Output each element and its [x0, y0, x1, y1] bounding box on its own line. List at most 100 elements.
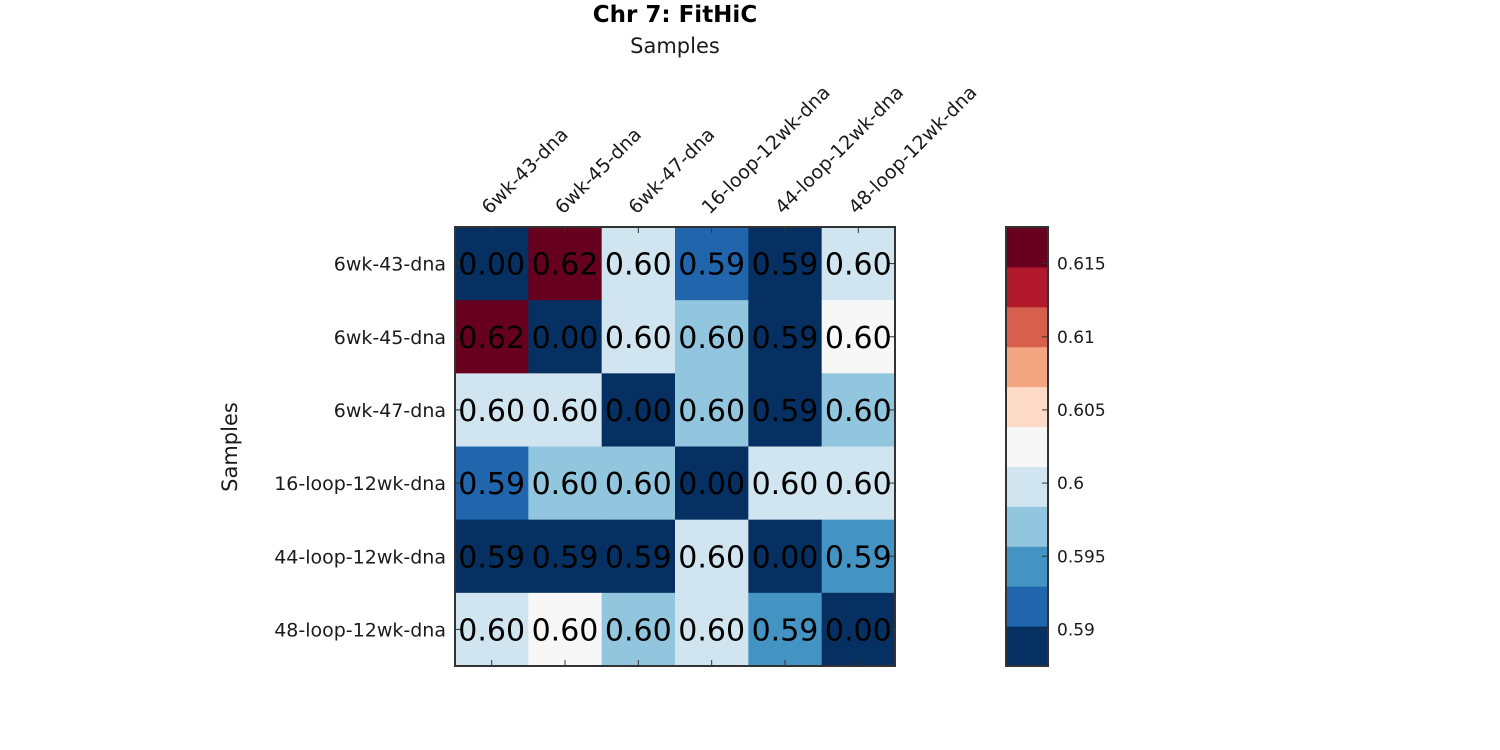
- y-tick-label: 44-loop-12wk-dna: [274, 546, 446, 568]
- heatmap-cell: [748, 592, 823, 667]
- cell-value-label: 0.60: [458, 394, 525, 429]
- colorbar-segment: [1006, 586, 1048, 627]
- cell-value-label: 0.60: [678, 394, 745, 429]
- cell-value-label: 0.60: [458, 613, 525, 648]
- y-tick-labels: 6wk-43-dna 6wk-45-dna 6wk-47-dna 16-loop-12…: [274, 254, 446, 642]
- colorbar-ticks: 0.59 0.595 0.6 0.605 0.61 0.615: [1042, 255, 1106, 640]
- x-axis-label: Samples: [630, 34, 720, 58]
- cell-value-label: 0.00: [605, 394, 672, 429]
- heatmap-cell: [821, 592, 896, 667]
- y-tick-label: 48-loop-12wk-dna: [274, 619, 446, 641]
- cell-value-label: 0.00: [458, 248, 525, 283]
- colorbar-tick-label: 0.605: [1057, 401, 1106, 421]
- colorbar-tick-label: 0.59: [1057, 620, 1095, 640]
- heatmap-cell: [601, 519, 676, 594]
- cell-value-label: 0.00: [532, 321, 599, 356]
- cell-value-label: 0.60: [752, 467, 819, 502]
- cell-value-label: 0.60: [532, 467, 599, 502]
- cell-value-label: 0.62: [458, 321, 525, 356]
- heatmap-cell: [455, 227, 529, 301]
- colorbar-segment: [1006, 466, 1048, 507]
- colorbar-tick-label: 0.6: [1057, 474, 1084, 494]
- cell-value-label: 0.60: [825, 467, 892, 502]
- heatmap-cell: [821, 519, 896, 594]
- colorbar: [1006, 227, 1048, 667]
- heatmap-cell: [821, 227, 896, 301]
- cell-value-label: 0.59: [458, 540, 525, 575]
- x-tick-label: 44-loop-12wk-dna: [771, 81, 908, 218]
- cell-value-label: 0.60: [678, 540, 745, 575]
- heatmap-cell: [748, 227, 823, 301]
- y-axis-label: Samples: [218, 402, 242, 492]
- heatmap-cell: [675, 519, 749, 594]
- heatmap-cell: [748, 373, 823, 447]
- x-tick-label: 16-loop-12wk-dna: [698, 81, 835, 218]
- heatmap-cell: [528, 592, 603, 667]
- heatmap-cell: [601, 373, 676, 447]
- colorbar-tick-label: 0.615: [1057, 255, 1106, 275]
- cell-value-label: 0.60: [678, 613, 745, 648]
- heatmap-cells: [455, 227, 896, 667]
- heatmap-cell: [528, 519, 603, 594]
- heatmap-cell: [528, 446, 603, 521]
- heatmap-cell: [748, 300, 823, 374]
- colorbar-segment: [1006, 626, 1048, 667]
- heatmap-cell: [675, 592, 749, 667]
- cell-value-label: 0.59: [605, 540, 672, 575]
- heatmap-cell: [601, 446, 676, 521]
- cell-value-label: 0.60: [532, 613, 599, 648]
- cell-value-label: 0.60: [605, 613, 672, 648]
- colorbar-segment: [1006, 266, 1048, 308]
- heatmap-cell: [748, 446, 823, 521]
- colorbar-segment: [1006, 426, 1048, 467]
- colorbar-frame: [1005, 226, 1049, 667]
- y-tick-label: 16-loop-12wk-dna: [274, 473, 446, 495]
- cell-value-label: 0.60: [825, 394, 892, 429]
- heatmap-cell: [455, 373, 529, 447]
- cell-value-label: 0.59: [752, 394, 819, 429]
- heatmap-cell: [455, 300, 529, 374]
- cell-value-label: 0.00: [825, 613, 892, 648]
- heatmap-cell: [528, 300, 603, 374]
- heatmap-cell: [455, 446, 529, 521]
- cell-value-label: 0.60: [825, 321, 892, 356]
- heatmap-cell-values: 0.00 0.62 0.60 0.59 0.59 0.600.62 0.00 0.60 0.60…: [458, 248, 891, 649]
- heatmap-cell: [821, 300, 896, 374]
- cell-value-label: 0.00: [678, 467, 745, 502]
- heatmap-cell: [601, 592, 676, 667]
- cell-value-label: 0.59: [678, 248, 745, 283]
- y-tick-label: 6wk-45-dna: [334, 327, 446, 349]
- heatmap-cell: [528, 373, 603, 447]
- y-tick-label: 6wk-47-dna: [334, 400, 446, 422]
- y-tick-label: 6wk-43-dna: [334, 254, 446, 276]
- heatmap-cell: [455, 592, 529, 667]
- cell-value-label: 0.60: [825, 248, 892, 283]
- colorbar-tick-label: 0.595: [1057, 547, 1106, 567]
- heatmap-cell: [748, 519, 823, 594]
- cell-value-label: 0.60: [605, 248, 672, 283]
- colorbar-segment: [1006, 546, 1048, 587]
- colorbar-segment: [1006, 346, 1048, 388]
- cell-value-label: 0.59: [825, 540, 892, 575]
- cell-value-label: 0.59: [532, 540, 599, 575]
- heatmap-cell: [675, 446, 749, 521]
- x-tick-labels: 6wk-43-dna6wk-45-dna6wk-47-dna16-loop-12…: [478, 81, 982, 218]
- cell-value-label: 0.62: [532, 248, 599, 283]
- cell-value-label: 0.59: [752, 248, 819, 283]
- cell-value-label: 0.59: [458, 467, 525, 502]
- cell-value-label: 0.60: [605, 321, 672, 356]
- heatmap-cell: [675, 300, 749, 374]
- colorbar-segment: [1006, 227, 1048, 268]
- heatmap-cell: [601, 300, 676, 374]
- heatmap-cell: [821, 446, 896, 521]
- heatmap-cell: [528, 227, 603, 301]
- cell-value-label: 0.59: [752, 613, 819, 648]
- cell-value-label: 0.60: [605, 467, 672, 502]
- cell-value-label: 0.60: [532, 394, 599, 429]
- heatmap-cell: [601, 227, 676, 301]
- heatmap-cell: [675, 227, 749, 301]
- cell-value-label: 0.59: [752, 321, 819, 356]
- colorbar-tick-label: 0.61: [1057, 328, 1095, 348]
- heatmap-cell: [821, 373, 896, 447]
